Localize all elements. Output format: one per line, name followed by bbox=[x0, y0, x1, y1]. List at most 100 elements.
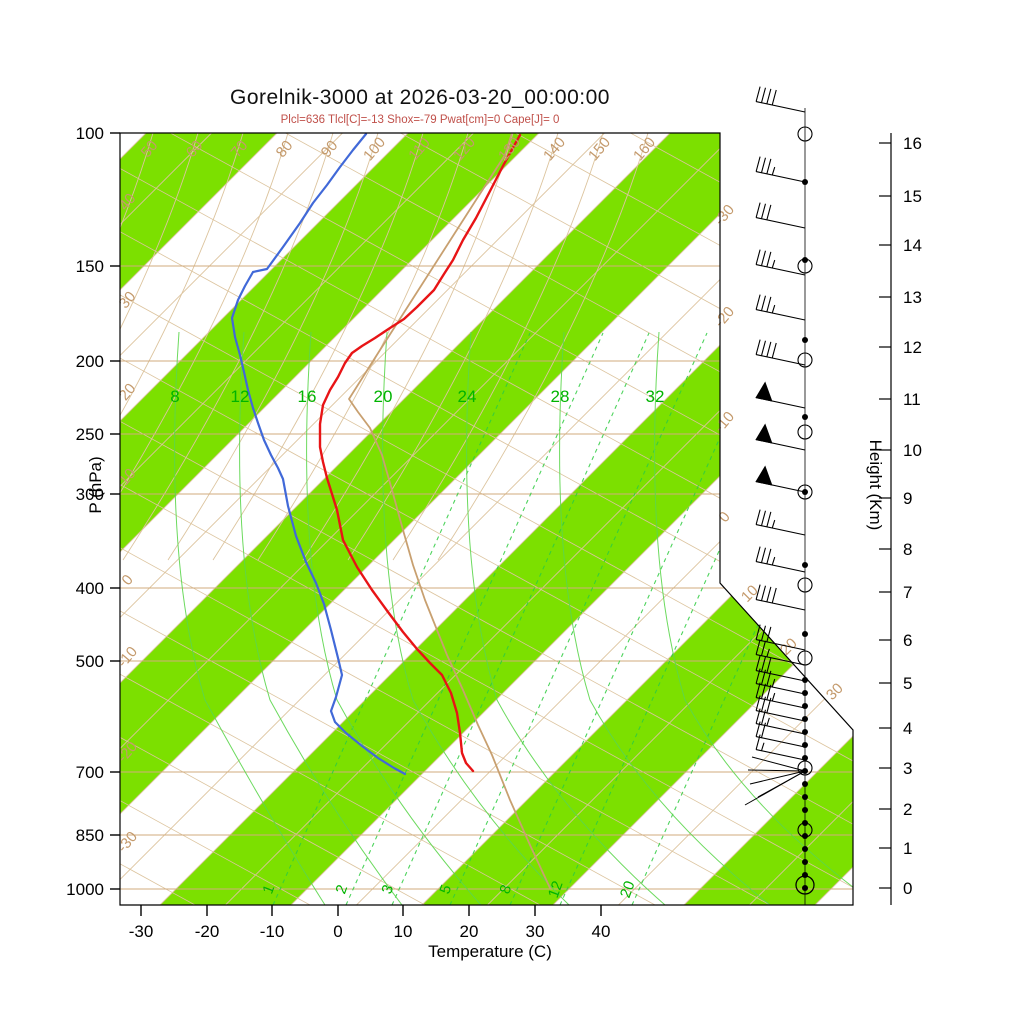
temperature-tick-label: 10 bbox=[394, 922, 413, 941]
level-dot-marker bbox=[802, 716, 808, 722]
mixing-ratio-label: 20 bbox=[617, 879, 639, 900]
height-tick-label: 7 bbox=[903, 583, 912, 602]
level-dot-marker bbox=[802, 872, 808, 878]
level-circle-marker bbox=[797, 424, 813, 440]
level-dot-marker bbox=[802, 489, 808, 495]
level-dot-marker bbox=[802, 833, 808, 839]
height-tick-label: 11 bbox=[903, 390, 921, 409]
parcel-stats-subtitle: Plcl=636 Tlcl[C]=-13 Shox=-79 Pwat[cm]=0… bbox=[280, 114, 560, 126]
level-circle-marker bbox=[797, 760, 813, 776]
wind-barb bbox=[755, 86, 806, 113]
level-circle-marker bbox=[797, 258, 813, 274]
level-circle-marker bbox=[797, 484, 813, 500]
x-axis-label: Temperature (C) bbox=[428, 942, 552, 961]
isotherm-label-right: 0 bbox=[715, 508, 733, 525]
wind-barb bbox=[755, 546, 806, 573]
height-axis-label: Height (Km) bbox=[866, 439, 885, 531]
height-tick-label: 15 bbox=[903, 187, 922, 206]
parcel-path-line bbox=[348, 133, 551, 889]
moist-adiabat-label: 32 bbox=[646, 387, 665, 406]
level-dot-marker bbox=[802, 729, 808, 735]
level-dot-marker bbox=[802, 781, 808, 787]
pressure-axis: 100 150 200 250 300 400 500 700 850 1000 bbox=[66, 124, 120, 899]
level-dot-marker bbox=[802, 414, 808, 420]
page-title: Gorelnik-3000 at 2026-03-20_00:00:00 bbox=[230, 86, 610, 109]
green-stripe bbox=[946, 133, 1024, 905]
plot-frame bbox=[119, 132, 854, 906]
level-dot-marker bbox=[802, 179, 808, 185]
level-dot-marker bbox=[802, 562, 808, 568]
height-tick-label: 6 bbox=[903, 631, 912, 650]
dry-adiabat-label: 90 bbox=[318, 137, 342, 161]
isotherm-label-left: 0 bbox=[118, 571, 136, 588]
green-stripe bbox=[684, 133, 853, 905]
temperature-profile-line bbox=[318, 133, 522, 773]
level-circle-marker bbox=[797, 650, 813, 666]
height-tick-label: 5 bbox=[903, 674, 912, 693]
isotherm-label-left: 20 bbox=[116, 380, 140, 404]
temperature-tick-label: 0 bbox=[333, 922, 342, 941]
level-dot-marker bbox=[802, 846, 808, 852]
level-dot-marker bbox=[802, 257, 808, 263]
height-tick-label: 13 bbox=[903, 288, 922, 307]
temperature-tick-label: -20 bbox=[195, 922, 220, 941]
moist-adiabat-label: 8 bbox=[170, 387, 179, 406]
surface-circle-marker bbox=[795, 875, 815, 895]
dry-adiabat-curves bbox=[120, 133, 649, 561]
level-circle-marker bbox=[797, 352, 813, 368]
mixing-ratio-label: 2 bbox=[332, 883, 351, 897]
mixing-ratio-label: 12 bbox=[545, 879, 567, 900]
level-dot-marker bbox=[802, 885, 808, 891]
moist-adiabat-label: 16 bbox=[298, 387, 317, 406]
wind-barb bbox=[755, 509, 806, 536]
temperature-tick-label: 40 bbox=[592, 922, 611, 941]
green-stripe bbox=[120, 133, 539, 905]
level-dot-marker bbox=[802, 631, 808, 637]
height-tick-label: 10 bbox=[903, 441, 922, 460]
moist-adiabat-label: 20 bbox=[374, 387, 393, 406]
isotherm-label-left: -30 bbox=[114, 828, 141, 856]
level-dot-marker bbox=[802, 794, 808, 800]
pressure-tick-label: 150 bbox=[76, 257, 104, 276]
green-stripe bbox=[0, 133, 15, 905]
temperature-axis: -30 -20 -10 0 10 20 30 40 bbox=[129, 905, 611, 941]
wind-barb bbox=[755, 465, 806, 493]
temperature-tick-label: -10 bbox=[260, 922, 285, 941]
wind-barb bbox=[755, 668, 806, 695]
level-circle-marker bbox=[797, 577, 813, 593]
wind-barb bbox=[755, 249, 806, 276]
isotherm-lines bbox=[120, 133, 853, 905]
pressure-tick-label: 200 bbox=[76, 352, 104, 371]
wind-barb bbox=[755, 624, 806, 651]
temperature-tick-label: 20 bbox=[460, 922, 479, 941]
moist-adiabat-label: 12 bbox=[231, 387, 250, 406]
level-dot-marker bbox=[802, 859, 808, 865]
wind-barb bbox=[755, 734, 806, 761]
level-dot-marker bbox=[802, 768, 808, 774]
wind-barb bbox=[755, 639, 806, 666]
level-dot-marker bbox=[802, 337, 808, 343]
pressure-tick-label: 300 bbox=[76, 485, 104, 504]
pressure-tick-label: 500 bbox=[76, 652, 104, 671]
pressure-tick-label: 1000 bbox=[66, 880, 104, 899]
wind-barb-column bbox=[744, 86, 815, 905]
grid-labels: 50 60 70 80 90 100 110 120 130 140 150 160403020100… bbox=[114, 134, 847, 900]
level-dot-marker bbox=[802, 703, 808, 709]
dry-adiabat-label: 80 bbox=[273, 137, 297, 161]
wind-fan bbox=[744, 756, 806, 806]
isotherm-label-right: -20 bbox=[711, 303, 738, 331]
temperature-tick-label: -30 bbox=[129, 922, 154, 941]
height-tick-label: 14 bbox=[903, 236, 922, 255]
height-tick-label: 4 bbox=[903, 719, 912, 738]
dry-adiabat-label: 150 bbox=[585, 134, 614, 164]
height-tick-label: 16 bbox=[903, 134, 922, 153]
level-dot-marker bbox=[802, 807, 808, 813]
isotherm-label-left: 30 bbox=[116, 288, 140, 312]
wind-barb bbox=[755, 339, 806, 366]
wind-barb bbox=[755, 584, 806, 611]
height-tick-label: 1 bbox=[903, 839, 912, 858]
height-tick-label: 2 bbox=[903, 800, 912, 819]
